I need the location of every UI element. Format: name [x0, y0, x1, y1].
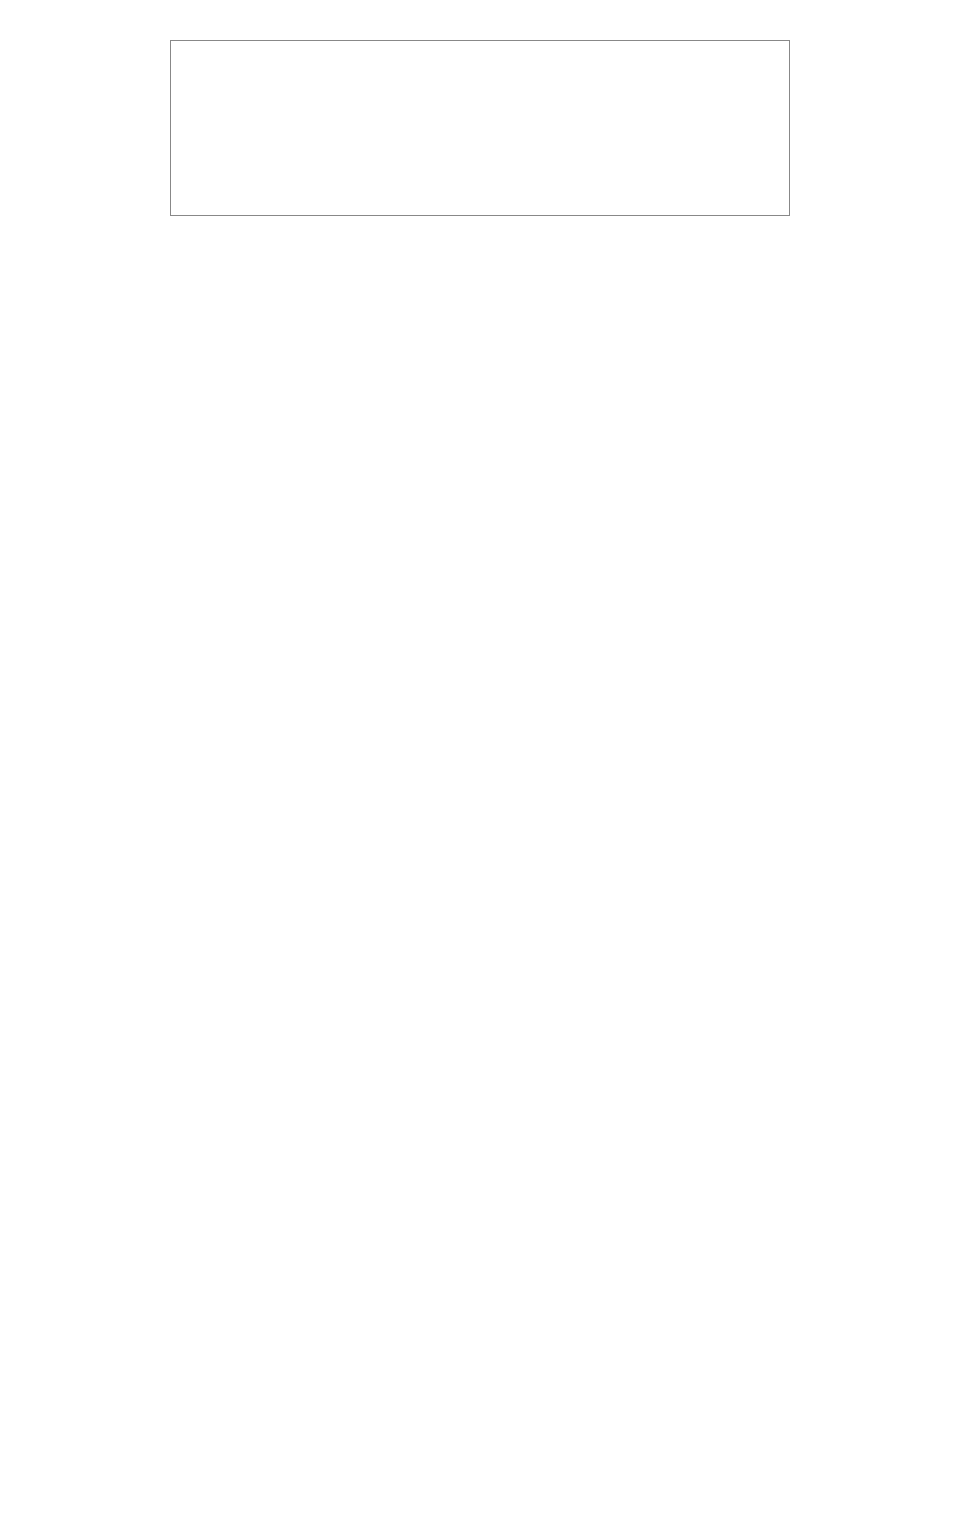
car-line-chart [181, 51, 481, 201]
car-chart-container [170, 40, 790, 216]
